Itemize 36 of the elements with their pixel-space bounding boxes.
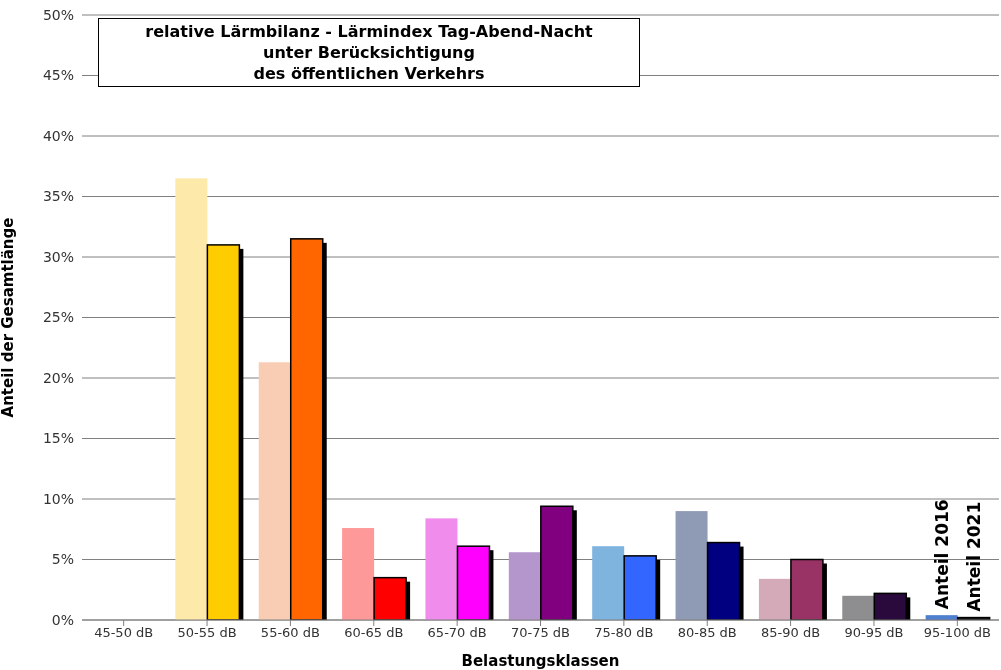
x-tick-label: 70-75 dB	[510, 625, 571, 641]
x-tick-label: 75-80 dB	[594, 625, 654, 641]
y-tick-label: 40%	[42, 127, 74, 144]
bar	[675, 511, 708, 620]
title-frame: relative Lärmbilanz - Lärmindex Tag-Abend-Nacht unter Berücksichtigung des öffentlichen Verkehrs	[98, 18, 640, 87]
x-tick-label: 90-95 dB	[844, 625, 904, 641]
y-axis-title: Anteil der Gesamtlänge	[0, 217, 18, 418]
y-tick-label: 50%	[42, 6, 74, 23]
bar	[175, 178, 208, 620]
y-tick-label: 0%	[51, 611, 74, 628]
x-tick-label: 80-85 dB	[677, 625, 737, 641]
y-tick-label: 35%	[42, 188, 74, 205]
bar	[592, 546, 625, 620]
text: Anteil 2016	[931, 499, 952, 610]
y-tick-label: 30%	[42, 248, 74, 265]
bar	[258, 362, 291, 620]
x-tick-label: 85-90 dB	[761, 625, 821, 641]
x-tick-label: 50-55 dB	[177, 625, 237, 641]
y-tick-label: 45%	[42, 67, 74, 84]
bar	[342, 528, 375, 620]
text: Anteil 2021	[963, 501, 984, 612]
x-tick-label: 45-50 dB	[94, 625, 154, 641]
bar	[758, 578, 791, 620]
y-tick-label: 15%	[42, 430, 74, 447]
x-tick-label: 60-65 dB	[344, 625, 404, 641]
bar	[842, 595, 875, 620]
y-tick-label: 10%	[42, 490, 74, 507]
y-tick-label: 20%	[42, 369, 74, 386]
bar	[425, 518, 458, 620]
x-tick-label: 95-100 dB	[923, 625, 991, 641]
y-tick-label: 5%	[51, 551, 74, 568]
x-tick-label: 55-60 dB	[260, 625, 320, 641]
bar	[508, 552, 541, 620]
y-tick-label: 25%	[42, 309, 74, 326]
x-axis-title: Belastungsklassen	[461, 652, 620, 670]
x-tick-label: 65-70 dB	[427, 625, 487, 641]
